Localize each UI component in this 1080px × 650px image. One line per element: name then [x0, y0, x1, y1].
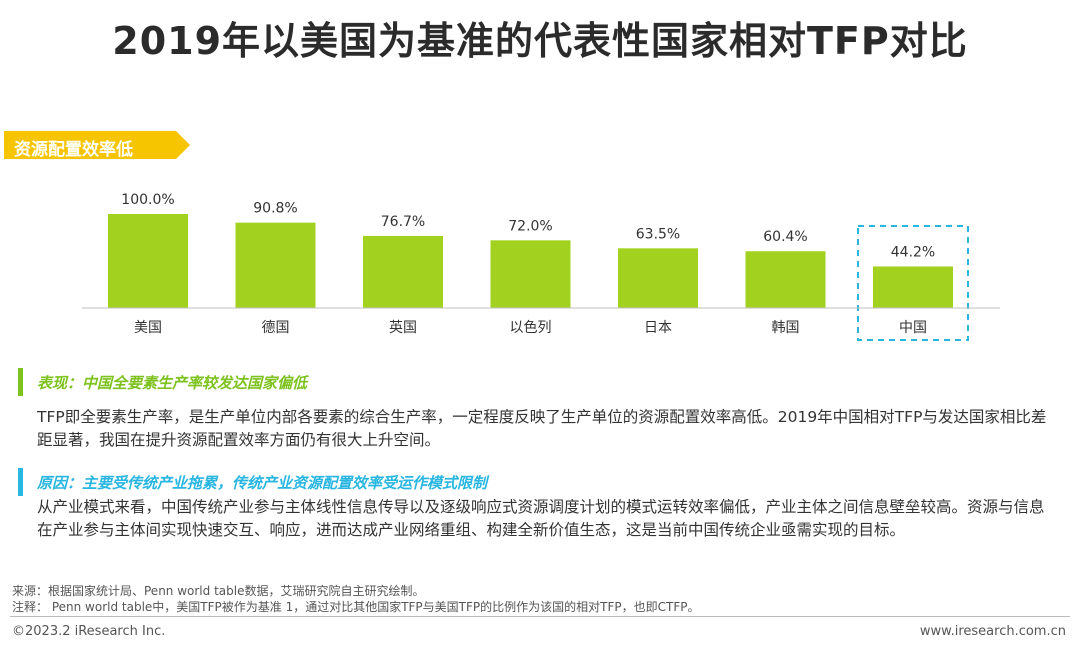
section1-accent-bar — [18, 368, 23, 396]
category-label: 日本 — [644, 320, 672, 336]
section2-accent-bar — [18, 468, 23, 496]
page-title: 2019年以美国为基准的代表性国家相对TFP对比 — [112, 19, 968, 63]
bar-value-label: 44.2% — [891, 244, 935, 260]
category-label: 以色列 — [510, 319, 552, 336]
section1-body: TFP即全要素生产率，是生产单位内部各要素的综合生产率，一定程度反映了生产单位的… — [37, 408, 1047, 449]
source-note: 来源：根据国家统计局、Penn world table数据，艾瑞研究院自主研究绘… — [12, 584, 425, 598]
section-tag: 资源配置效率低 — [4, 131, 190, 159]
bar-group: 100.0% 美国 90.8% 德国 76.7% 英国 72.0% 以色列 63.5% 日本 60.… — [108, 192, 969, 341]
bar-value-label: 100.0% — [121, 192, 174, 208]
bar-value-label: 90.8% — [253, 201, 297, 217]
bar-value-label: 60.4% — [763, 229, 807, 245]
category-label: 德国 — [262, 320, 290, 336]
bar-2 — [363, 235, 443, 308]
bar-5 — [745, 251, 826, 308]
section1-heading: 表现：中国全要素生产率较发达国家偏低 — [37, 374, 308, 392]
copyright: ©2023.2 iResearch Inc. — [12, 624, 166, 639]
section2-body: 从产业模式来看，中国传统产业参与主体线性信息传导以及逐级响应式资源调度计划的模式… — [37, 498, 1045, 539]
category-label: 韩国 — [772, 320, 800, 336]
category-label: 中国 — [899, 320, 927, 336]
tfp-bar-chart: 100.0% 美国 90.8% 德国 76.7% 英国 72.0% 以色列 63.5% 日本 60.… — [82, 192, 1000, 341]
section-tag-label: 资源配置效率低 — [14, 140, 133, 160]
bar-4 — [618, 248, 698, 308]
bar-0 — [108, 214, 188, 308]
bar-value-label: 72.0% — [508, 218, 552, 234]
category-label: 英国 — [389, 319, 417, 336]
bar-6 — [873, 266, 953, 308]
bar-value-label: 76.7% — [381, 214, 425, 230]
highlight-box — [857, 225, 969, 341]
section2-heading: 原因：主要受传统产业拖累，传统产业资源配置效率受运作模式限制 — [37, 474, 488, 492]
category-label: 美国 — [134, 320, 162, 336]
footer-divider — [10, 616, 1070, 617]
explanatory-note: 注释： Penn world table中，美国TFP被作为基准 1，通过对比其… — [12, 600, 700, 614]
bar-value-label: 63.5% — [636, 226, 680, 242]
website-link[interactable]: www.iresearch.com.cn — [919, 624, 1066, 639]
bar-3 — [490, 240, 571, 308]
bar-1 — [235, 222, 316, 308]
